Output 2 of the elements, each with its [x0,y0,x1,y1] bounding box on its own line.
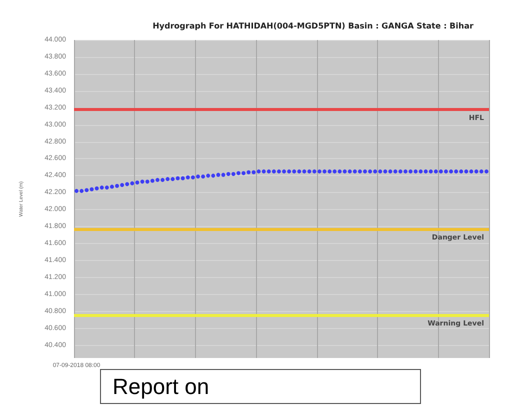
chart-title: Hydrograph For HATHIDAH(004-MGD5PTN) Basin : GANGA State : Bihar [152,22,474,30]
text: Report on [112,374,210,399]
